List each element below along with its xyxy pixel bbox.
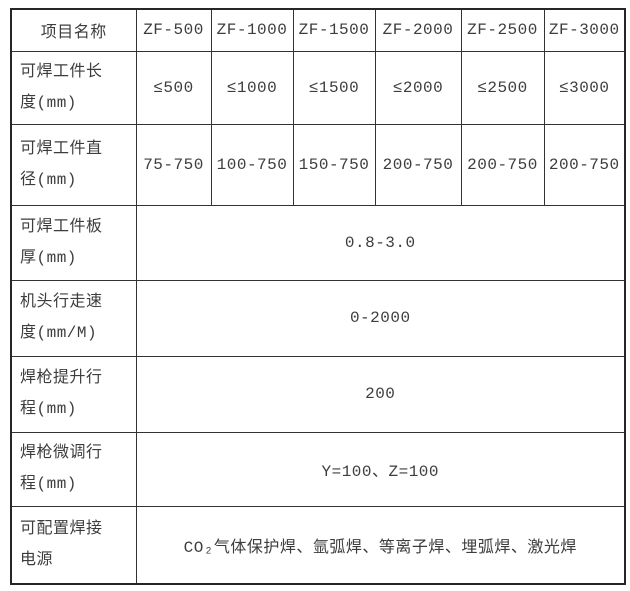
header-cell-item-name: 项目名称	[10, 8, 137, 52]
row-label-plate-thickness: 可焊工件板厚(mm)	[10, 204, 137, 281]
table-row-torch-fine-adjust: 焊枪微调行程(mm) Y=100、Z=100	[10, 431, 626, 507]
row-label-travel-speed: 机头行走速度(mm/M)	[10, 279, 137, 357]
row-label-power-sources: 可配置焊接电源	[10, 505, 137, 585]
table-row-power-sources: 可配置焊接电源 CO₂气体保护焊、氩弧焊、等离子焊、埋弧焊、激光焊	[10, 505, 626, 585]
cell-length-zf1000: ≤1000	[210, 50, 294, 125]
cell-torch-lift-stroke-value: 200	[135, 355, 626, 433]
table-row-travel-speed: 机头行走速度(mm/M) 0-2000	[10, 279, 626, 357]
cell-length-zf3000: ≤3000	[543, 50, 626, 125]
row-label-workpiece-length: 可焊工件长度(mm)	[10, 50, 137, 125]
row-label-torch-fine-adjust: 焊枪微调行程(mm)	[10, 431, 137, 507]
header-cell-model-zf3000: ZF-3000	[543, 8, 626, 52]
cell-power-sources-value: CO₂气体保护焊、氩弧焊、等离子焊、埋弧焊、激光焊	[135, 505, 626, 585]
cell-torch-fine-adjust-value: Y=100、Z=100	[135, 431, 626, 507]
cell-plate-thickness-value: 0.8-3.0	[135, 204, 626, 281]
cell-length-zf500: ≤500	[135, 50, 212, 125]
cell-travel-speed-value: 0-2000	[135, 279, 626, 357]
table-row-workpiece-diameter: 可焊工件直径(mm) 75-750 100-750 150-750 200-75…	[10, 123, 626, 206]
header-cell-model-zf1500: ZF-1500	[292, 8, 376, 52]
table-row-torch-lift-stroke: 焊枪提升行程(mm) 200	[10, 355, 626, 433]
header-cell-model-zf500: ZF-500	[135, 8, 212, 52]
welding-spec-table: 项目名称 ZF-500 ZF-1000 ZF-1500 ZF-2000 ZF-2…	[10, 8, 626, 585]
table-row-plate-thickness: 可焊工件板厚(mm) 0.8-3.0	[10, 204, 626, 281]
cell-diameter-zf2500: 200-750	[460, 123, 545, 206]
row-label-workpiece-diameter: 可焊工件直径(mm)	[10, 123, 137, 206]
cell-diameter-zf1000: 100-750	[210, 123, 294, 206]
header-cell-model-zf2500: ZF-2500	[460, 8, 545, 52]
cell-diameter-zf3000: 200-750	[543, 123, 626, 206]
cell-length-zf2000: ≤2000	[374, 50, 462, 125]
cell-diameter-zf1500: 150-750	[292, 123, 376, 206]
cell-length-zf2500: ≤2500	[460, 50, 545, 125]
table-header-row: 项目名称 ZF-500 ZF-1000 ZF-1500 ZF-2000 ZF-2…	[10, 8, 626, 52]
cell-diameter-zf2000: 200-750	[374, 123, 462, 206]
cell-diameter-zf500: 75-750	[135, 123, 212, 206]
header-cell-model-zf2000: ZF-2000	[374, 8, 462, 52]
row-label-torch-lift-stroke: 焊枪提升行程(mm)	[10, 355, 137, 433]
table-row-workpiece-length: 可焊工件长度(mm) ≤500 ≤1000 ≤1500 ≤2000 ≤2500 …	[10, 50, 626, 125]
header-cell-model-zf1000: ZF-1000	[210, 8, 294, 52]
cell-length-zf1500: ≤1500	[292, 50, 376, 125]
